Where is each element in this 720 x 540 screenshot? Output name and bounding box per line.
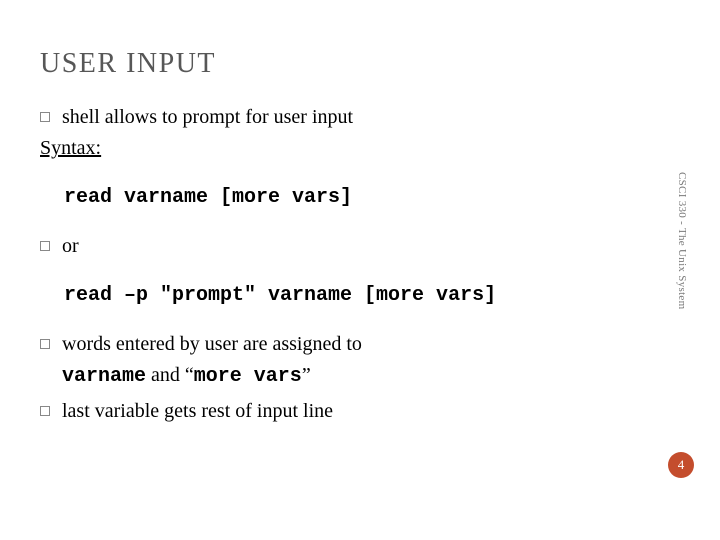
bullet-icon: [40, 406, 50, 416]
text-fragment: words entered by user are assigned to: [62, 333, 362, 355]
bullet-item: or: [40, 231, 665, 262]
bullet-text: shell allows to prompt for user input: [62, 102, 665, 133]
bullet-icon: [40, 339, 50, 349]
bullet-item: shell allows to prompt for user input: [40, 102, 665, 133]
slide: USER INPUT shell allows to prompt for us…: [0, 0, 720, 540]
slide-body: shell allows to prompt for user input Sy…: [40, 102, 665, 427]
inline-code: more vars: [194, 365, 302, 388]
text-fragment: ”: [302, 364, 311, 386]
page-number-badge: 4: [668, 452, 694, 478]
text-fragment: and “: [146, 364, 194, 386]
code-line-2: read –p "prompt" varname [more vars]: [64, 280, 665, 311]
side-course-label: CSCI 330 - The Unix System: [676, 172, 688, 309]
bullet-icon: [40, 112, 50, 122]
bullet-text: or: [62, 231, 665, 262]
inline-code: varname: [62, 365, 146, 388]
bullet-text: last variable gets rest of input line: [62, 396, 665, 427]
bullet-continuation: varname and “more vars”: [62, 360, 665, 392]
syntax-label: Syntax:: [40, 133, 665, 164]
bullet-item: words entered by user are assigned to: [40, 329, 665, 360]
slide-title: USER INPUT: [40, 48, 665, 80]
bullet-text: words entered by user are assigned to: [62, 329, 665, 360]
code-line-1: read varname [more vars]: [64, 182, 665, 213]
bullet-item: last variable gets rest of input line: [40, 396, 665, 427]
bullet-icon: [40, 241, 50, 251]
